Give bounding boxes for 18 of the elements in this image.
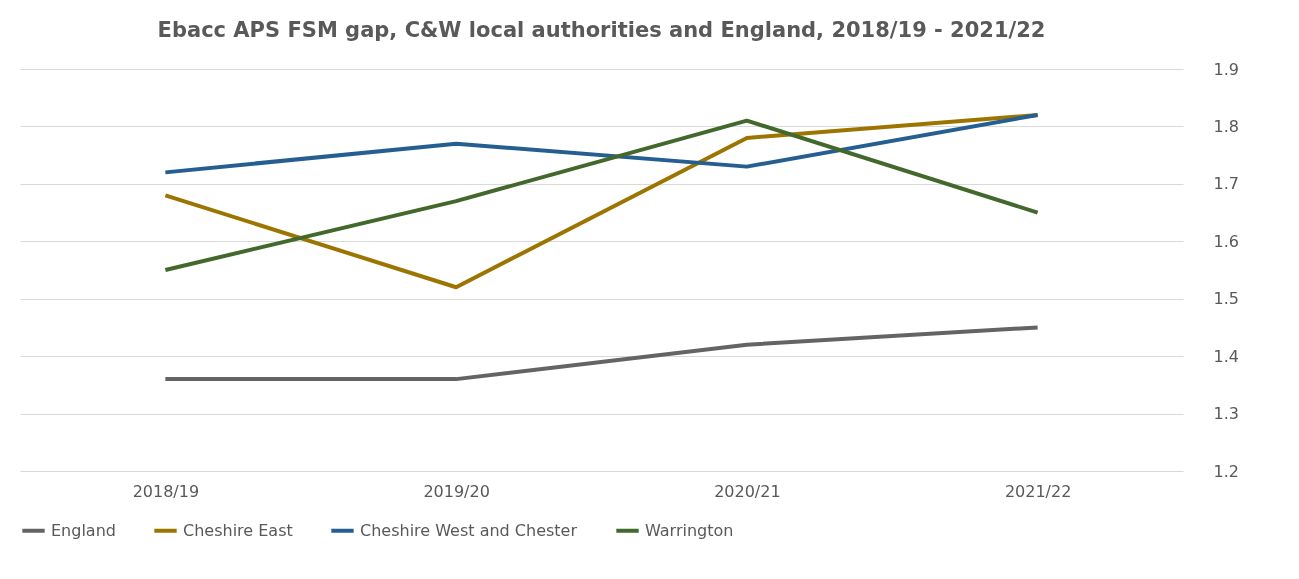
y-tick-label: 1.9 <box>1213 59 1239 79</box>
legend-label: Cheshire East <box>183 520 293 540</box>
x-tick-label: 2021/22 <box>1004 481 1072 501</box>
x-tick-label: 2018/19 <box>132 481 200 501</box>
x-tick-label: 2019/20 <box>423 481 490 501</box>
y-tick-label: 1.8 <box>1213 116 1239 136</box>
y-tick-label: 1.3 <box>1213 404 1239 424</box>
x-tick-label: 2020/21 <box>714 481 781 501</box>
legend-label: England <box>51 520 116 540</box>
chart-title: Ebacc APS FSM gap, C&W local authorities and England, 2018/19 - 2021/22 <box>157 18 1046 42</box>
legend-label: Warrington <box>645 520 734 540</box>
line-series <box>163 112 1040 175</box>
y-tick-label: 1.6 <box>1213 231 1239 251</box>
y-tick-label: 1.2 <box>1213 461 1239 481</box>
y-tick-label: 1.5 <box>1213 289 1239 309</box>
y-tick-label: 1.7 <box>1213 174 1239 194</box>
legend-label: Cheshire West and Chester <box>360 520 578 540</box>
y-tick-label: 1.4 <box>1213 346 1239 366</box>
